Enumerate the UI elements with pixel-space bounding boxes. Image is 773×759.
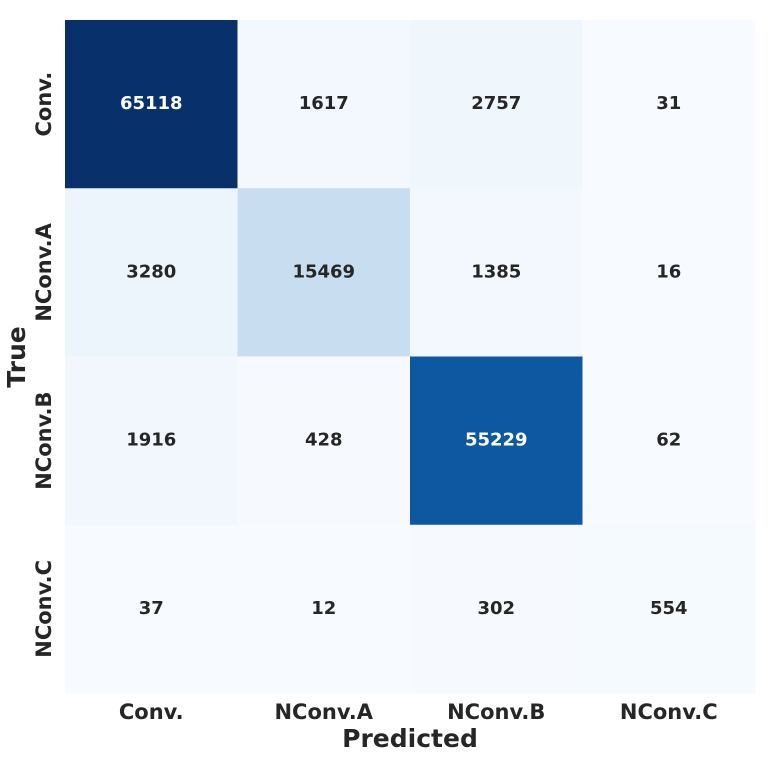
y-axis-title: True xyxy=(2,326,31,387)
cell-label: 1916 xyxy=(126,430,176,451)
cell xyxy=(410,356,583,526)
x-tick-label: NConv.A xyxy=(274,700,373,724)
cell-label: 31 xyxy=(656,93,681,114)
cell xyxy=(582,356,756,526)
cell xyxy=(410,524,583,694)
y-tick-label: NConv.B xyxy=(32,391,56,489)
cell xyxy=(582,20,756,189)
cell xyxy=(410,20,583,189)
x-axis-title: Predicted xyxy=(342,724,478,753)
cell-label: 65118 xyxy=(120,93,183,114)
cell-label: 2757 xyxy=(471,93,521,114)
y-tick-label: Conv. xyxy=(32,72,56,137)
cell-label: 302 xyxy=(477,598,515,619)
cell-label: 16 xyxy=(656,261,681,282)
cell xyxy=(410,188,583,357)
cell-label: 55229 xyxy=(465,430,528,451)
cell-label: 1617 xyxy=(299,93,349,114)
cell xyxy=(237,188,411,357)
cell-label: 12 xyxy=(311,598,336,619)
cell-label: 15469 xyxy=(292,261,355,282)
cell xyxy=(65,524,238,694)
x-tick-label: Conv. xyxy=(119,700,184,724)
cell-label: 554 xyxy=(650,598,688,619)
cell-label: 37 xyxy=(139,598,164,619)
cell-label: 1385 xyxy=(471,261,521,282)
cell xyxy=(65,356,238,526)
cell xyxy=(65,20,238,189)
cell xyxy=(237,524,411,694)
x-tick-label: NConv.B xyxy=(447,700,545,724)
cell xyxy=(582,524,756,694)
cell-label: 3280 xyxy=(126,261,176,282)
cell xyxy=(582,188,756,357)
cell xyxy=(237,356,411,526)
y-tick-label: NConv.A xyxy=(32,222,56,321)
y-tick-label: NConv.C xyxy=(32,560,56,658)
cell xyxy=(65,188,238,357)
x-tick-label: NConv.C xyxy=(620,700,718,724)
cell xyxy=(237,20,411,189)
cell-label: 62 xyxy=(656,430,681,451)
cell-label: 428 xyxy=(305,430,343,451)
